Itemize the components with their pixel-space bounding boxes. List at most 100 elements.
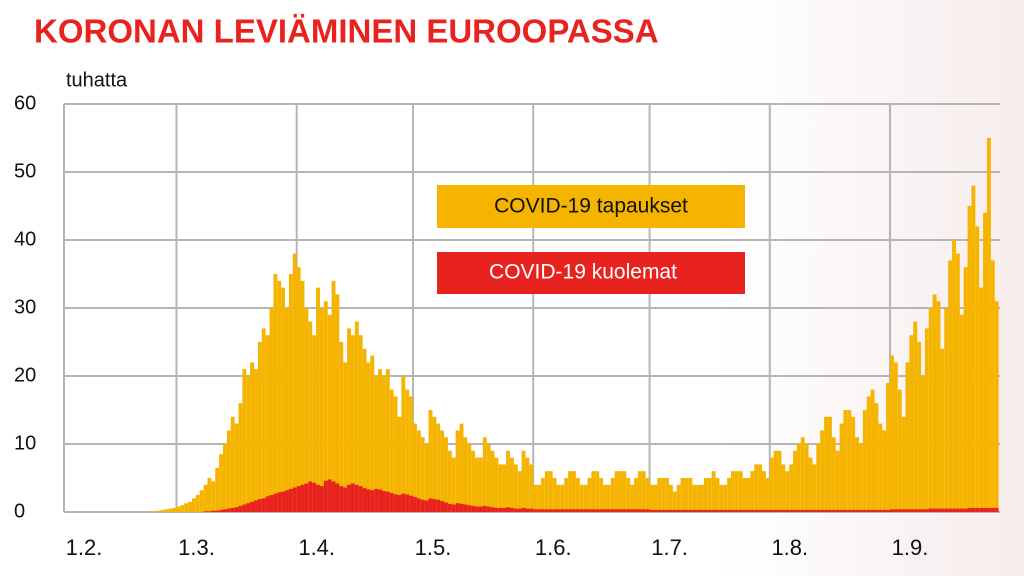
bar [463,437,468,512]
bar [711,509,716,512]
bar [897,389,902,512]
bar [661,509,666,512]
bar [381,376,386,512]
bar [781,509,786,512]
y-tick-label: 60 [14,92,36,114]
bar [478,457,483,512]
bar [928,308,933,512]
bar [924,509,929,512]
bar [424,500,429,512]
bar [657,509,662,512]
bar [409,396,414,512]
bar [168,508,173,512]
bar [184,503,189,512]
bar [444,502,448,512]
bar [288,488,293,512]
bar [680,478,685,512]
bar [843,410,848,512]
bar [796,509,801,512]
bar [948,508,953,512]
bar [525,457,530,512]
y-tick-label: 40 [14,228,36,250]
bar [331,280,336,512]
bar [277,492,282,512]
bar [952,508,956,512]
bar [486,444,491,512]
bar [789,464,794,512]
bar [513,464,518,512]
bar [979,287,984,512]
bar [269,495,274,512]
bar [517,508,522,512]
bar [405,389,410,512]
bar [277,280,282,512]
chart-title: KORONAN LEVIÄMINEN EUROOPASSA [34,13,659,50]
bar [731,471,735,512]
x-tick-label: 1.9. [892,535,929,560]
bar [882,509,887,512]
bar [378,489,382,512]
bar [521,507,526,512]
bar [195,495,200,512]
bar [451,504,456,512]
bar [668,484,673,512]
bar [595,471,600,512]
bar [785,471,790,512]
bar [444,437,448,512]
bar [370,355,375,512]
bar [494,507,499,512]
bar [816,509,821,512]
bar [529,508,534,512]
y-axis-unit: tuhatta [66,69,128,91]
x-tick-label: 1.5. [415,535,452,560]
bar [595,509,600,512]
bar [281,491,286,512]
bar [164,509,169,512]
bar [393,494,398,512]
bar [653,509,658,512]
bar [180,505,185,512]
bar [207,478,212,512]
bar [319,486,324,512]
bar [781,464,786,512]
bar [556,509,561,512]
bar [230,416,235,512]
bar [215,510,220,512]
bar [316,484,320,512]
bar [986,507,991,512]
bar [296,486,301,512]
bar [967,206,972,512]
bar [583,509,588,512]
bar [983,507,987,512]
bar [335,483,340,512]
bar [323,301,328,512]
bar [901,416,906,512]
bar [645,509,650,512]
bar [909,509,914,512]
bar [606,509,611,512]
bar [750,509,755,512]
bar [591,471,596,512]
bar [641,471,646,512]
bar [222,509,227,512]
bar [215,467,220,512]
bar [917,342,922,512]
bar [855,509,859,512]
bar [207,511,212,512]
bar [676,509,681,512]
bar [971,185,976,512]
bar [618,471,623,512]
bar [734,509,739,512]
bar [820,509,825,512]
bar [932,294,937,512]
bar [804,444,809,512]
bar [149,511,154,512]
y-tick-label: 10 [14,432,36,454]
bar [506,450,510,512]
bar [955,508,960,512]
bar [637,509,642,512]
bar [808,457,813,512]
bar [979,507,984,512]
bar [261,498,266,512]
bar [556,484,561,512]
